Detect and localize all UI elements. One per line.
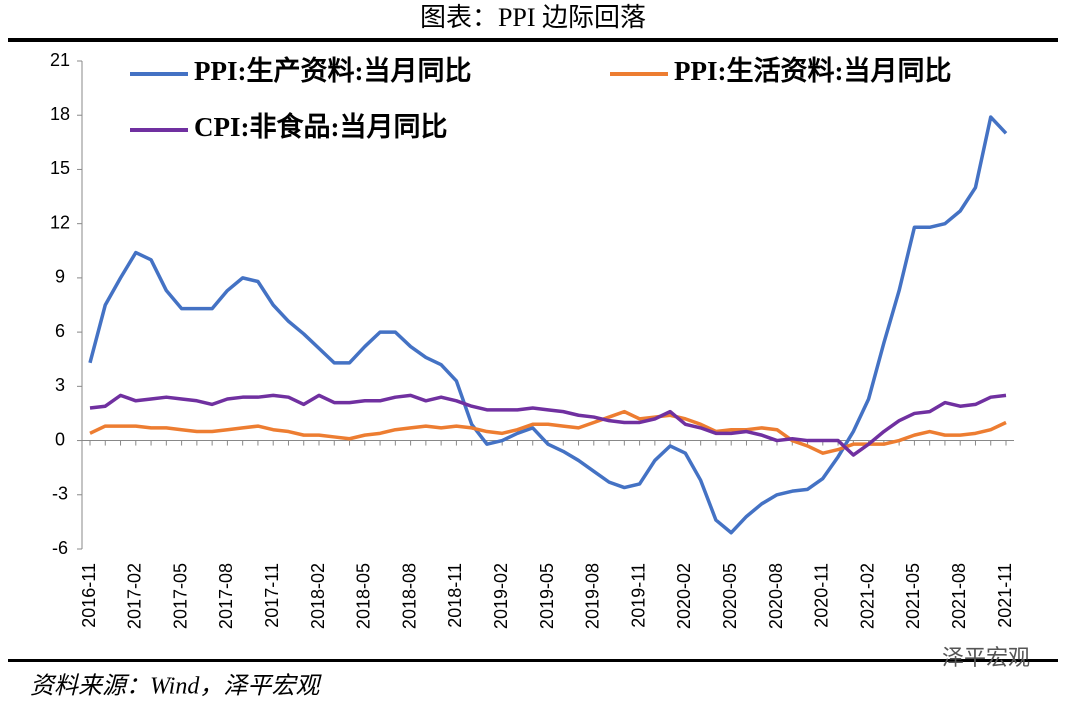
x-tick-label: 2018-02 (308, 563, 328, 629)
x-tick-label: 2018-11 (445, 563, 465, 628)
chart-title: 图表：PPI 边际回落 (420, 3, 646, 32)
x-tick-label: 2017-11 (262, 563, 282, 628)
y-tick-label: -3 (52, 484, 68, 504)
x-tick-label: 2019-08 (583, 563, 603, 629)
x-tick-label: 2020-11 (812, 563, 832, 628)
x-tick-label: 2019-02 (491, 563, 511, 629)
y-tick-label: -6 (52, 538, 68, 558)
legend-label: PPI:生产资料:当月同比 (194, 56, 471, 86)
y-tick-label: 9 (55, 267, 65, 287)
bottom-rule (8, 659, 1058, 662)
x-tick-label: 2016-11 (79, 563, 99, 628)
y-tick-label: 18 (50, 104, 70, 124)
y-tick-label: 15 (50, 158, 70, 178)
x-tick-label: 2017-05 (170, 563, 190, 629)
x-tick-label: 2019-05 (537, 563, 557, 629)
y-tick-label: 0 (55, 429, 65, 449)
x-tick-label: 2021-02 (857, 563, 877, 629)
x-tick-label: 2018-08 (399, 563, 419, 629)
series-line (89, 409, 1007, 455)
y-tick-label: 3 (55, 375, 65, 395)
source: 资料来源：Wind，泽平宏观 (30, 673, 322, 700)
x-tick-label: 2021-11 (995, 563, 1015, 628)
y-tick-label: 21 (50, 50, 70, 70)
watermark: 泽平宏观 (942, 645, 1030, 670)
x-tick-label: 2021-08 (949, 563, 969, 629)
x-tick-label: 2020-08 (766, 563, 786, 629)
x-tick-label: 2021-05 (903, 563, 923, 629)
legend-label: CPI:非食品:当月同比 (194, 111, 447, 142)
x-tick-label: 2017-02 (125, 563, 145, 629)
series-line (88, 115, 1008, 535)
x-tick-label: 2020-02 (674, 563, 694, 629)
y-tick-label: 6 (55, 321, 65, 341)
x-tick-label: 2017-08 (216, 563, 236, 629)
x-tick-label: 2018-05 (354, 563, 374, 629)
x-tick-label: 2019-11 (628, 563, 648, 628)
x-tick-label: 2020-05 (720, 563, 740, 629)
y-tick-label: 12 (50, 212, 70, 232)
top-rule (8, 38, 1058, 42)
series-line (89, 393, 1007, 457)
legend-label: PPI:生活资料:当月同比 (674, 56, 951, 86)
